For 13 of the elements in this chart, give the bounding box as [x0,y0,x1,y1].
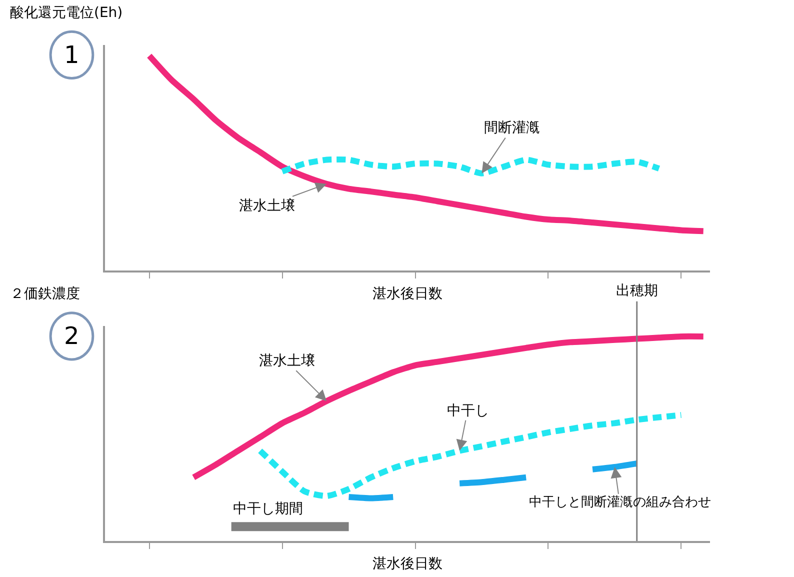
series-label: 中干しと間断灌漑の組み合わせ [529,495,711,510]
series-label: 間断灌漑 [484,120,540,136]
x-axis-title: 湛水後日数 [372,556,442,572]
text: 2 [64,322,80,350]
text: 湛水土壌 [259,353,315,369]
text: 1 [64,41,80,69]
y-axis-title: 酸化還元電位(Eh) [10,5,123,21]
y-axis-title: ２価鉄濃度 [10,286,80,302]
x-axis-title: 湛水後日数 [372,286,442,302]
series-label: 湛水土壌 [239,198,295,214]
series-label: 中干し [447,403,489,419]
annotation: 中干し期間 [233,501,303,517]
text: 出穂期 [616,283,658,299]
